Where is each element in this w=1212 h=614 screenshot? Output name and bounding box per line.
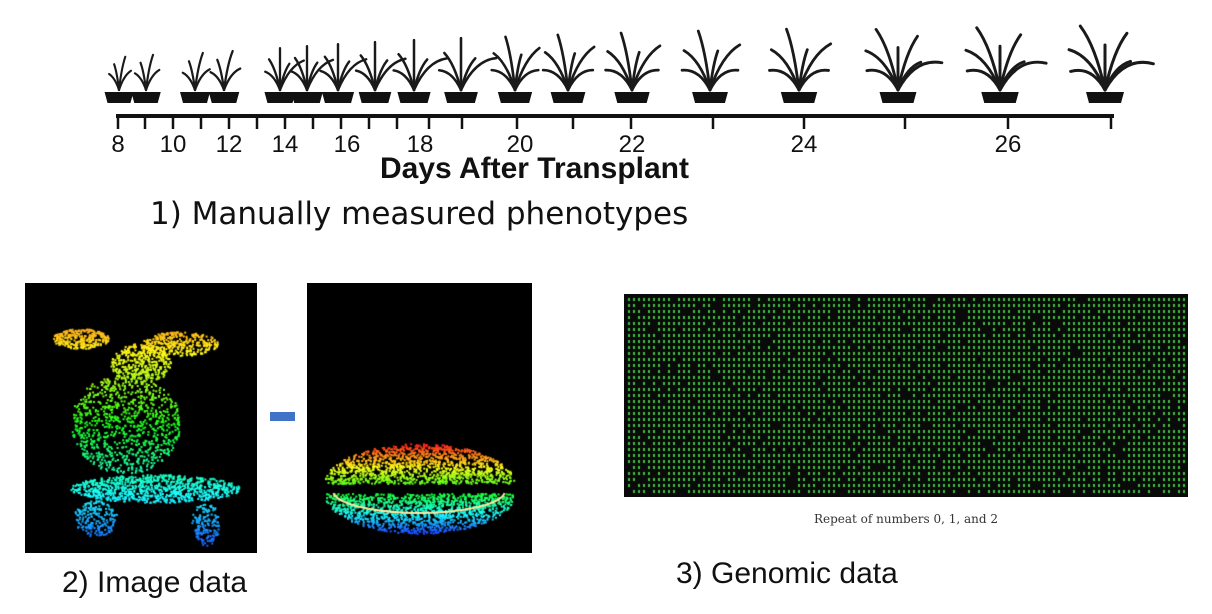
potted-plant-icon [864, 28, 944, 103]
point-cloud-plant-canvas [25, 283, 257, 553]
potted-plant-icon [437, 36, 498, 103]
manual-phenotypes-caption: 1) Manually measured phenotypes [150, 196, 689, 232]
point-cloud-pot-canvas [307, 283, 532, 553]
timeline-tick-label: 22 [619, 131, 646, 158]
timeline-tick-label: 16 [334, 131, 361, 158]
potted-plant-icon [289, 45, 335, 103]
potted-plant-icon [964, 26, 1048, 103]
potted-plant-icon [208, 49, 242, 103]
timeline-diagram: 8 10 12 14 16 18 20 22 24 26 [104, 24, 1155, 158]
minus-icon [270, 412, 295, 421]
timeline-axis [116, 114, 1114, 129]
timeline-tick-label: 14 [272, 131, 299, 158]
potted-plant-icon [541, 33, 596, 103]
potted-plant-icon [392, 38, 449, 103]
timeline-tick-label: 12 [216, 131, 243, 158]
potted-plant-icon [768, 27, 833, 103]
genomic-data-caption: 3) Genomic data [676, 557, 898, 590]
timeline-tick-labels: 8 10 12 14 16 18 20 22 24 26 [111, 131, 1021, 158]
timeline-tick-label: 10 [160, 131, 187, 158]
timeline-tick-label: 18 [407, 131, 434, 158]
potted-plant-icon [604, 31, 662, 103]
point-cloud-plant-image [25, 283, 257, 553]
timeline-tick-label: 26 [995, 131, 1022, 158]
potted-plant-icon [319, 42, 368, 103]
timeline-tick-label: 8 [111, 131, 124, 158]
potted-plant-icon [131, 53, 161, 103]
potted-plant-icon [1067, 24, 1155, 103]
potted-plant-icon [180, 51, 211, 103]
potted-plant-icon [680, 29, 742, 103]
plant-growth-sequence [104, 24, 1155, 103]
timeline-axis-title: Days After Transplant [380, 152, 689, 185]
genomic-matrix-note: Repeat of numbers 0, 1, and 2 [813, 512, 999, 526]
genomic-matrix-image [624, 294, 1188, 497]
timeline-tick-label: 24 [791, 131, 818, 158]
image-data-caption: 2) Image data [62, 566, 248, 599]
potted-plant-icon [490, 35, 541, 103]
potted-plant-icon [104, 55, 134, 103]
genomic-matrix-canvas [624, 294, 1188, 497]
timeline-tick-label: 20 [507, 131, 534, 158]
point-cloud-pot-image [307, 283, 532, 553]
